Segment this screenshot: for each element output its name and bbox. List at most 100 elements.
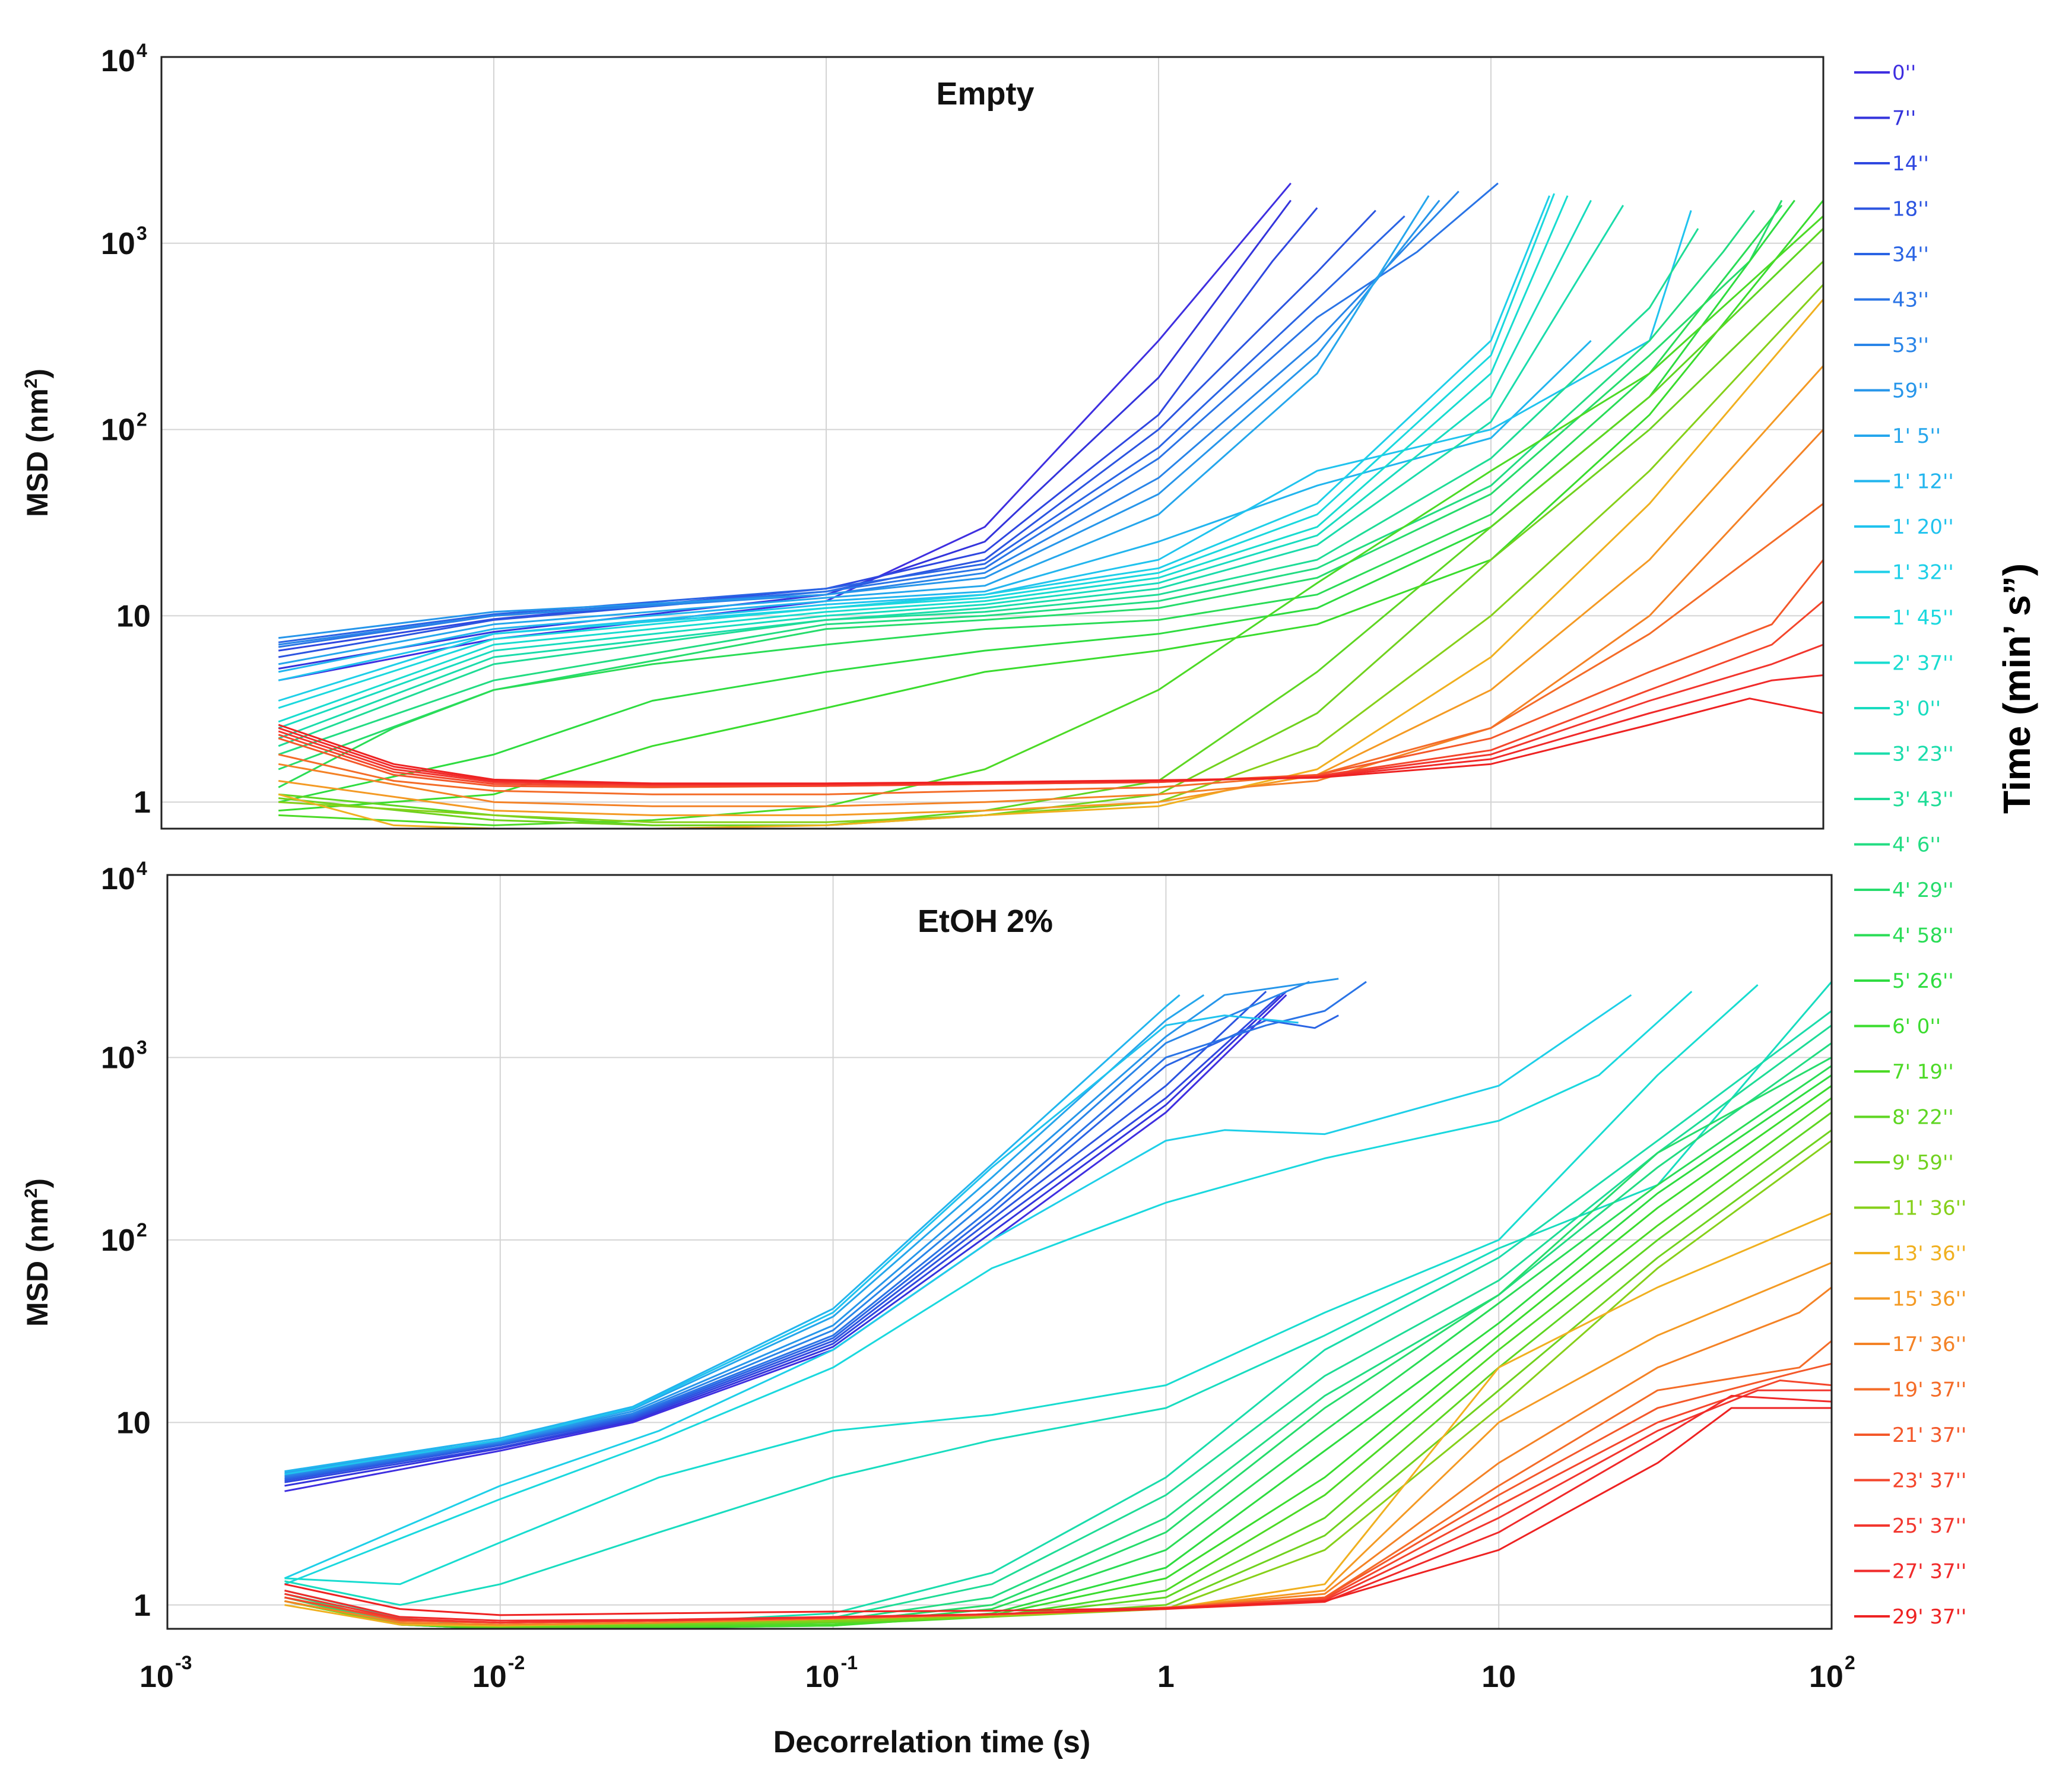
- svg-text:3: 3: [137, 1036, 147, 1058]
- y-tick-label: 10: [116, 599, 151, 633]
- y-tick-label: 10 3: [101, 223, 147, 261]
- legend-label: 5' 26'': [1892, 969, 1954, 993]
- series-line: [284, 994, 1281, 1483]
- legend-item: 9' 59'': [1854, 1151, 1954, 1175]
- svg-text:3: 3: [137, 223, 147, 244]
- y-tick-label: 10 4: [101, 858, 147, 896]
- series-line: [278, 199, 1824, 812]
- x-tick-label: 10 -3: [139, 1652, 192, 1694]
- series-line: [278, 195, 1430, 665]
- legend-label: 14'': [1892, 152, 1929, 176]
- svg-text:1: 1: [134, 1588, 151, 1623]
- x-tick-label: 10 2: [1809, 1652, 1855, 1694]
- svg-text:10: 10: [116, 1406, 151, 1440]
- series-line: [278, 205, 1624, 740]
- legend-label: 11' 36'': [1892, 1197, 1966, 1220]
- legend-item: 53'': [1854, 334, 1929, 357]
- legend-label: 4' 6'': [1892, 833, 1941, 857]
- legend-item: 4' 58'': [1854, 924, 1954, 948]
- svg-text:10: 10: [101, 1041, 135, 1075]
- legend-item: 11' 36'': [1854, 1197, 1966, 1220]
- svg-text:2: 2: [137, 409, 147, 430]
- legend-label: 21' 37'': [1892, 1423, 1966, 1447]
- y-tick-label: 10 2: [101, 1219, 147, 1258]
- y-tick-label: 1: [134, 1588, 151, 1623]
- legend-item: 25' 37'': [1854, 1514, 1966, 1538]
- legend-label: 0'': [1892, 61, 1916, 85]
- legend-label: 2' 37'': [1892, 652, 1954, 676]
- svg-text:10: 10: [472, 1660, 507, 1694]
- legend-item: 2' 37'': [1854, 652, 1954, 676]
- svg-text:10: 10: [139, 1660, 174, 1694]
- series-line: [284, 991, 1267, 1482]
- panel-title-empty: Empty: [936, 76, 1034, 112]
- legend-label: 6' 0'': [1892, 1015, 1941, 1039]
- legend-item: 1' 12'': [1854, 470, 1954, 494]
- svg-text:1: 1: [134, 785, 151, 820]
- legend-item: 6' 0'': [1854, 1015, 1941, 1039]
- svg-text:10: 10: [101, 1223, 135, 1258]
- legend-item: 21' 37'': [1854, 1423, 1966, 1447]
- series-line: [278, 191, 1459, 646]
- svg-text:10: 10: [805, 1660, 840, 1694]
- series-line: [284, 984, 1759, 1585]
- y-axis-label: MSD (nm2): [21, 369, 54, 517]
- series-line: [278, 195, 1569, 723]
- x-axis-label: Decorrelation time (s): [773, 1725, 1091, 1759]
- svg-text:-2: -2: [508, 1652, 525, 1673]
- legend-label: 1' 12'': [1892, 470, 1954, 494]
- series-line: [278, 199, 1592, 729]
- series-line: [284, 991, 1287, 1487]
- series-line: [284, 1014, 1339, 1480]
- series-line: [284, 981, 1833, 1606]
- series-line: [278, 193, 1555, 709]
- series-line: [284, 981, 1367, 1479]
- legend-label: 17' 36'': [1892, 1333, 1966, 1356]
- plot-frame: [166, 874, 1833, 1630]
- legend-label: 1' 32'': [1892, 561, 1954, 585]
- svg-text:4: 4: [137, 858, 147, 879]
- series-line: [278, 261, 1824, 826]
- legend-item: 3' 23'': [1854, 743, 1954, 766]
- svg-text:10: 10: [101, 44, 135, 78]
- series-line: [278, 697, 1824, 785]
- series-line: [284, 991, 1693, 1585]
- series-line: [284, 978, 1339, 1476]
- svg-text:MSD (nm2): MSD (nm2): [21, 1178, 54, 1327]
- legend-item: 1' 20'': [1854, 515, 1954, 539]
- legend-label: 4' 58'': [1892, 924, 1954, 948]
- legend-label: 7'': [1892, 107, 1916, 131]
- y-tick-label: 10 4: [101, 40, 147, 78]
- svg-text:10: 10: [101, 862, 135, 896]
- legend-label: 9' 59'': [1892, 1151, 1954, 1175]
- y-tick-label: 10 2: [101, 409, 147, 448]
- legend-item: 4' 6'': [1854, 833, 1941, 857]
- legend-label: 13' 36'': [1892, 1242, 1966, 1266]
- series-line: [284, 1407, 1832, 1616]
- legend-label: 23' 37'': [1892, 1469, 1966, 1493]
- legend-item: 18'': [1854, 198, 1929, 221]
- series-line: [278, 340, 1592, 673]
- legend-item: 15' 36'': [1854, 1288, 1966, 1311]
- series-line: [284, 1014, 1299, 1476]
- series-line: [278, 182, 1292, 681]
- series-line: [278, 210, 1692, 681]
- legend-item: 13' 36'': [1854, 1242, 1966, 1266]
- legend-label: 25' 37'': [1892, 1514, 1966, 1538]
- legend-item: 34'': [1854, 243, 1929, 267]
- legend-item: 29' 37'': [1854, 1605, 1966, 1629]
- legend-item: 1' 5'': [1854, 424, 1941, 448]
- legend-item: 1' 45'': [1854, 606, 1954, 630]
- svg-text:MSD (nm2): MSD (nm2): [21, 369, 54, 517]
- legend-label: 8' 22'': [1892, 1106, 1954, 1130]
- legend-item: 23' 37'': [1854, 1469, 1966, 1493]
- series-line: [278, 199, 1440, 639]
- legend-item: 4' 29'': [1854, 879, 1954, 902]
- legend-label: 27' 37'': [1892, 1560, 1966, 1584]
- legend-label: 34'': [1892, 243, 1929, 267]
- y-tick-label: 10: [116, 1406, 151, 1440]
- legend-label: 19' 37'': [1892, 1378, 1966, 1402]
- svg-text:10: 10: [116, 599, 151, 633]
- svg-text:-3: -3: [175, 1652, 192, 1673]
